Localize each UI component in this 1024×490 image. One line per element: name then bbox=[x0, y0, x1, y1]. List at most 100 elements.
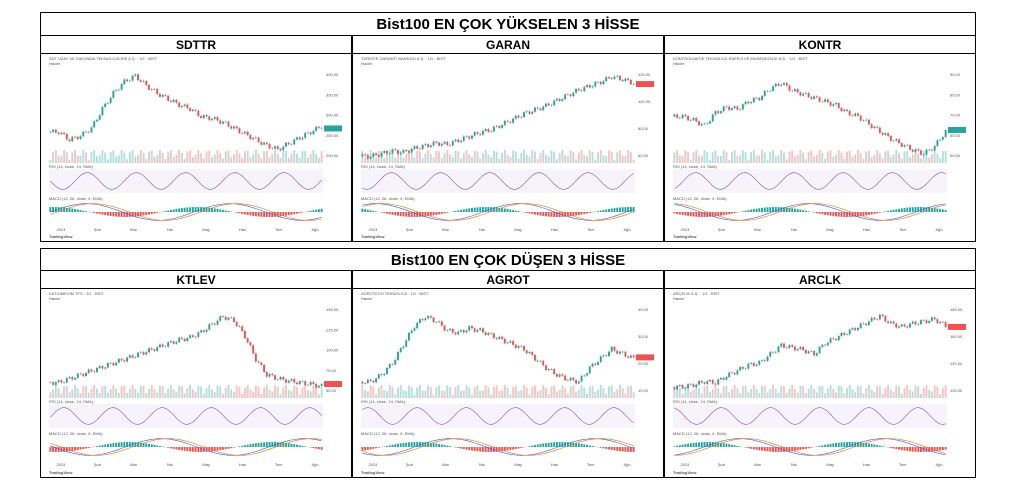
volume-bar bbox=[556, 392, 558, 398]
x-tick-label: Şub bbox=[94, 227, 102, 232]
volume-bar bbox=[906, 151, 908, 163]
macd-histogram-bar bbox=[490, 447, 492, 452]
volume-bar bbox=[526, 155, 528, 163]
macd-histogram-bar bbox=[280, 212, 282, 216]
candle-body bbox=[455, 333, 457, 335]
volume-bar bbox=[698, 156, 700, 163]
macd-histogram-bar bbox=[121, 212, 123, 217]
candle-body bbox=[520, 117, 522, 118]
x-tick-label: 2024 bbox=[57, 462, 67, 467]
macd-histogram-bar bbox=[154, 212, 156, 213]
volume-bar bbox=[77, 156, 79, 163]
volume-bar bbox=[619, 150, 621, 163]
volume-bar bbox=[197, 386, 199, 398]
x-tick-label: 2024 bbox=[681, 462, 691, 467]
candle-body bbox=[99, 115, 101, 120]
macd-histogram-bar bbox=[898, 209, 900, 212]
candle-body bbox=[797, 349, 799, 350]
candle-body bbox=[361, 382, 363, 384]
volume-bar bbox=[496, 385, 498, 398]
macd-histogram-bar bbox=[466, 209, 468, 212]
macd-label: MACD (12, 26, close, 9, EMA) bbox=[361, 196, 415, 201]
macd-histogram-bar bbox=[835, 212, 837, 216]
candle-body bbox=[175, 100, 177, 103]
volume-bar bbox=[849, 385, 851, 398]
volume-bar bbox=[413, 158, 415, 163]
macd-histogram-bar bbox=[756, 447, 758, 450]
volume-bar bbox=[493, 151, 495, 163]
volume-bar bbox=[745, 386, 747, 398]
candle-body bbox=[91, 127, 93, 132]
candle-body bbox=[893, 322, 895, 324]
candle-body bbox=[173, 341, 175, 344]
volume-bar bbox=[479, 391, 481, 398]
macd-histogram-bar bbox=[882, 446, 884, 447]
candle-body bbox=[515, 345, 517, 348]
volume-bar bbox=[200, 386, 202, 398]
volume-bar bbox=[682, 394, 684, 398]
candle-body bbox=[835, 339, 837, 340]
volume-bar bbox=[901, 394, 903, 398]
candle-body bbox=[252, 345, 254, 353]
volume-bar bbox=[263, 388, 265, 398]
macd-histogram-bar bbox=[529, 212, 531, 214]
chart-panel-sdttr: SDTTR SDT UZAY VE SAVUNMA TEKNOLOJİLERİ … bbox=[40, 35, 352, 242]
candle-body bbox=[189, 108, 191, 111]
macd-histogram-bar bbox=[920, 207, 922, 212]
macd-histogram-bar bbox=[49, 447, 51, 452]
volume-bar bbox=[761, 150, 763, 163]
candle-body bbox=[288, 143, 290, 144]
macd-histogram-bar bbox=[394, 444, 396, 447]
volume-bar bbox=[945, 151, 947, 163]
candle-body bbox=[775, 84, 777, 87]
macd-histogram-bar bbox=[600, 211, 602, 212]
macd-histogram-bar bbox=[403, 443, 405, 447]
candle-body bbox=[195, 110, 197, 111]
candle-body bbox=[77, 137, 79, 139]
volume-bar bbox=[200, 153, 202, 163]
macd-histogram-bar bbox=[225, 210, 227, 212]
volume-bar bbox=[419, 385, 421, 398]
candle-body bbox=[841, 333, 843, 336]
volume-bar bbox=[151, 385, 153, 398]
candle-body bbox=[321, 384, 323, 386]
volume-bar bbox=[156, 155, 158, 163]
candle-body bbox=[60, 380, 62, 382]
volume-bar bbox=[367, 154, 369, 163]
macd-histogram-bar bbox=[572, 443, 574, 447]
volume-bar bbox=[383, 158, 385, 163]
volume-bar bbox=[575, 159, 577, 163]
volume-bar bbox=[767, 160, 769, 163]
volume-bar bbox=[534, 152, 536, 163]
candle-body bbox=[690, 120, 692, 121]
volume-bar bbox=[821, 386, 823, 398]
volume-bar bbox=[515, 152, 517, 163]
candle-body bbox=[520, 346, 522, 347]
y-tick-label: 50,00 bbox=[950, 153, 961, 158]
volume-bar bbox=[758, 393, 760, 398]
candle-body bbox=[592, 364, 594, 367]
candle-body bbox=[55, 130, 57, 133]
candle-body bbox=[701, 381, 703, 383]
candle-body bbox=[583, 375, 585, 376]
volume-bar bbox=[788, 152, 790, 163]
macd-histogram-bar bbox=[438, 212, 440, 214]
candle-body bbox=[228, 318, 230, 320]
ticker-title: SDTTR bbox=[41, 36, 351, 54]
volume-bar bbox=[520, 153, 522, 163]
candle-body bbox=[403, 150, 405, 153]
macd-histogram-bar bbox=[291, 212, 293, 215]
candle-body bbox=[129, 81, 131, 82]
stock-chart: TÜRKİYE GARANTİ BANKASI A.Ş. · 1G · BIST… bbox=[359, 56, 657, 240]
candle-body bbox=[66, 378, 68, 382]
candle-body bbox=[788, 86, 790, 91]
volume-bar bbox=[701, 156, 703, 163]
volume-bar bbox=[430, 154, 432, 163]
macd-histogram-bar bbox=[827, 444, 829, 447]
volume-bar bbox=[723, 386, 725, 398]
volume-bar bbox=[695, 150, 697, 163]
candle-body bbox=[501, 125, 503, 128]
candle-body bbox=[255, 138, 257, 139]
macd-histogram-bar bbox=[589, 212, 591, 213]
volume-bar bbox=[271, 154, 273, 163]
